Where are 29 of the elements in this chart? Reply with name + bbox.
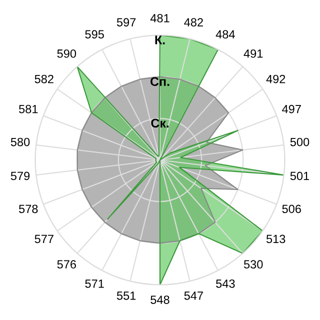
spoke-label: 506 [282,204,301,214]
spoke-label: 513 [266,234,286,244]
spoke-label: 571 [85,280,104,288]
y-tick-label: Сп. [150,77,170,86]
y-tick-label: Ск. [151,118,169,128]
spoke-label: 590 [57,49,76,58]
spoke-label: 547 [184,292,203,300]
spoke-label: 580 [10,138,30,146]
spoke-label: 577 [34,234,54,244]
y-tick-label: К. [155,36,165,44]
spoke-label: 530 [244,260,263,269]
spoke-label: 482 [184,18,203,26]
spoke-label: 551 [116,292,136,300]
spoke-label: 481 [150,14,170,22]
spoke-label: 497 [282,104,301,114]
spoke-label: 500 [290,138,310,146]
spoke-label: 501 [290,172,310,180]
spoke-label: 578 [19,204,38,214]
spoke-label: 576 [57,260,76,269]
spoke-label: 581 [19,104,38,114]
spoke-label: 597 [116,18,136,26]
spoke-label: 548 [150,296,170,304]
spoke-label: 543 [216,279,235,288]
spoke-label: 579 [10,172,30,180]
spoke-label: 484 [216,30,235,39]
spoke-label: 582 [34,74,54,84]
spoke-label: 491 [244,49,263,58]
spoke-label: 595 [85,30,104,39]
spoke-label: 492 [266,74,286,84]
